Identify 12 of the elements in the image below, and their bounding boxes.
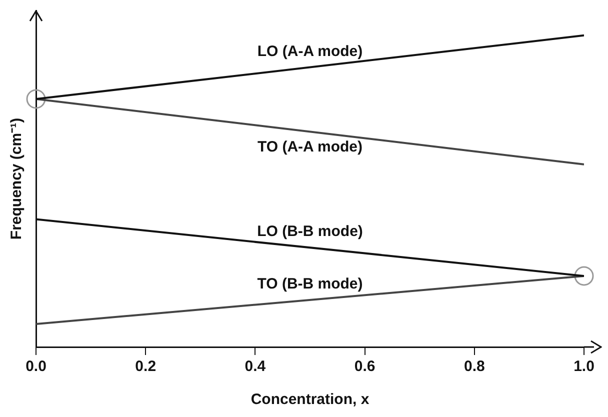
x-tick-label: 0.4 (244, 358, 266, 376)
x-tick-label: 0.0 (26, 358, 46, 376)
y-axis-title: Frequency (cm⁻¹) (8, 118, 26, 240)
series-label: TO (A-A mode) (258, 138, 362, 156)
x-tick-label: 1.0 (574, 358, 594, 376)
x-tick-label: 0.2 (135, 358, 156, 376)
series-label: TO (B-B mode) (257, 276, 363, 293)
x-tick-label: 0.6 (354, 358, 376, 376)
series-label: LO (A-A mode) (257, 42, 363, 60)
series-label: LO (B-B mode) (257, 223, 363, 240)
x-axis-title: Concentration, x (250, 391, 370, 408)
x-tick-label: 0.8 (464, 358, 485, 376)
